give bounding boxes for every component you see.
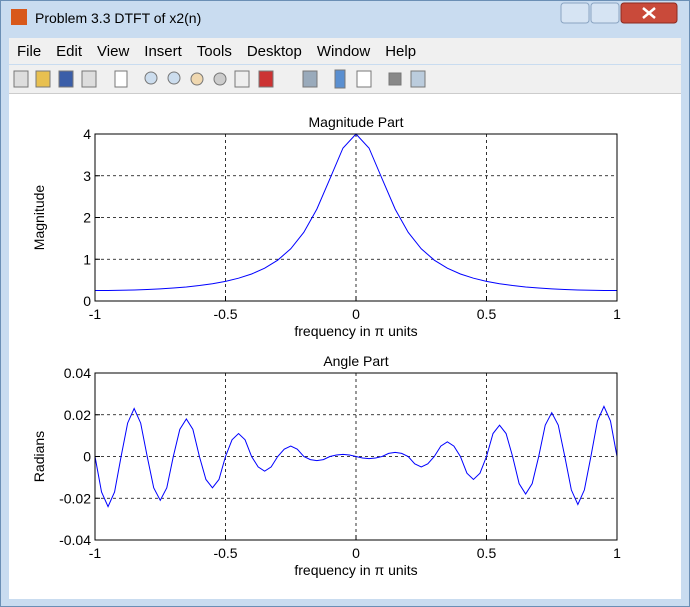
menu-bar: File Edit View Insert Tools Desktop Window Help [9,38,681,64]
tool-icon[interactable] [81,70,97,88]
x-tick-label: 0 [352,545,360,561]
figure: -1 -0.5 0 0.5 1 0 1 2 3 4 Magnitude Part frequency … [31,114,621,578]
menu-item[interactable]: Edit [56,43,83,60]
tool-icon[interactable] [410,70,426,88]
chart-title: Angle Part [323,353,388,369]
toolbar-icons [13,69,426,89]
x-tick-label: -1 [89,545,102,561]
y-tick-label: 0 [83,293,91,309]
x-tick-label: 0 [352,306,360,322]
x-tick-label: 1 [613,545,621,561]
chart-title: Magnitude Part [309,114,404,130]
menu-item[interactable]: Window [316,43,371,60]
menu-item[interactable]: Tools [196,43,232,60]
y-tick-label: 3 [83,168,91,184]
menu-item[interactable]: Insert [144,43,182,60]
menu-item[interactable]: Help [385,43,417,60]
y-tick-label: -0.04 [59,532,91,548]
y-tick-label: 1 [83,251,91,267]
data-line [94,405,618,508]
tool-icon[interactable] [302,70,318,88]
tool-icon[interactable] [114,70,128,88]
x-tick-label: 1 [613,306,621,322]
window-title: Problem 3.3 DTFT of x2(n) [35,10,202,26]
close-icon [642,7,656,19]
figure-area: -1 -0.5 0 0.5 1 0 1 2 3 4 Magnitude Part frequency … [9,94,681,599]
tool-icon[interactable] [213,72,227,86]
y-axis-label: Radians [31,431,47,482]
maximize-button[interactable] [590,2,620,24]
tool-icon[interactable] [35,70,51,88]
y-axis-label: Magnitude [31,185,47,251]
tool-icon[interactable] [356,70,372,88]
menu-item[interactable]: Desktop [246,43,302,60]
tool-icon[interactable] [144,71,158,85]
x-axis-label: frequency in π units [294,562,417,578]
tool-icon[interactable] [167,71,181,85]
title-bar-art [11,2,678,25]
x-tick-label: -0.5 [213,545,237,561]
axes-frame [94,133,618,302]
x-tick-label: 0.5 [477,545,497,561]
app-icon [11,9,27,25]
y-tick-label: -0.02 [59,490,91,506]
y-tick-label: 0.02 [64,407,91,423]
menu-item[interactable]: View [97,43,130,60]
x-tick-label: -1 [89,306,102,322]
x-axis-label: frequency in π units [294,323,417,339]
tool-icon[interactable] [234,70,250,88]
x-tick-label: -0.5 [213,306,237,322]
minimize-button[interactable] [560,2,590,24]
x-tick-label: 0.5 [477,306,497,322]
y-tick-label: 0.04 [64,365,91,381]
tool-icon[interactable] [388,72,402,86]
tool-icon[interactable] [190,72,204,86]
axes-frame [94,372,618,541]
y-tick-label: 4 [83,126,91,142]
y-tick-label: 0 [83,449,91,465]
title-bar: Problem 3.3 DTFT of x2(n) [1,1,689,35]
toolbar [9,65,681,94]
tool-icon[interactable] [58,70,74,88]
menu-item[interactable]: File [17,43,42,60]
tool-icon[interactable] [258,70,274,88]
tool-icon[interactable] [13,70,29,88]
y-tick-label: 2 [83,210,91,226]
tool-icon[interactable] [334,69,346,89]
